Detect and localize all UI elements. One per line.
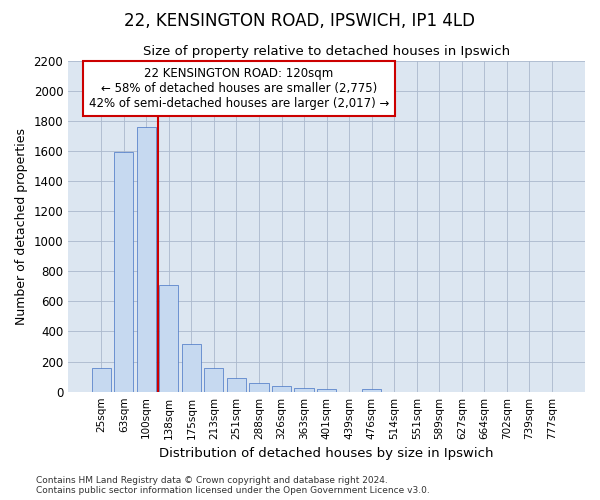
Bar xyxy=(250,384,269,392)
Bar xyxy=(114,152,133,392)
Y-axis label: Number of detached properties: Number of detached properties xyxy=(15,128,28,324)
Bar xyxy=(159,285,178,392)
Title: Size of property relative to detached houses in Ipswich: Size of property relative to detached ho… xyxy=(143,45,510,58)
Bar xyxy=(317,388,336,392)
Bar xyxy=(295,388,314,392)
Bar xyxy=(272,386,291,392)
Bar xyxy=(205,368,223,392)
Bar xyxy=(362,388,381,392)
X-axis label: Distribution of detached houses by size in Ipswich: Distribution of detached houses by size … xyxy=(160,447,494,460)
Bar xyxy=(227,378,246,392)
Bar xyxy=(182,344,201,392)
Bar xyxy=(137,127,156,392)
Text: Contains HM Land Registry data © Crown copyright and database right 2024.
Contai: Contains HM Land Registry data © Crown c… xyxy=(36,476,430,495)
Bar xyxy=(92,368,111,392)
Text: 22, KENSINGTON ROAD, IPSWICH, IP1 4LD: 22, KENSINGTON ROAD, IPSWICH, IP1 4LD xyxy=(125,12,476,30)
Text: 22 KENSINGTON ROAD: 120sqm
← 58% of detached houses are smaller (2,775)
42% of s: 22 KENSINGTON ROAD: 120sqm ← 58% of deta… xyxy=(89,67,389,110)
